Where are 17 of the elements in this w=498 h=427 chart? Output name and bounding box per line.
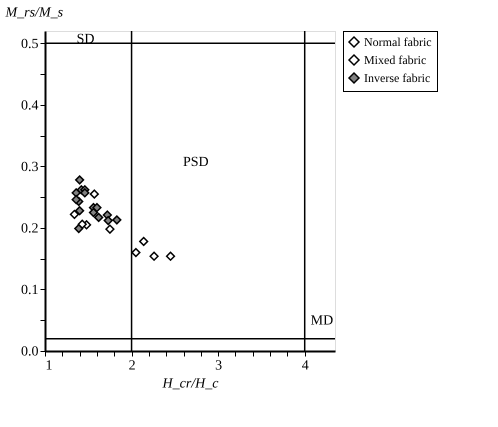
y-tick-label: 0.1 xyxy=(21,282,38,298)
x-tick-label: 4 xyxy=(302,358,309,374)
y-tick-label: 0.4 xyxy=(21,98,38,114)
x-tick-label: 3 xyxy=(215,358,222,374)
y-tick-label: 0.5 xyxy=(21,36,38,52)
legend-label: Normal fabric xyxy=(364,35,432,49)
x-tick-label: 1 xyxy=(46,358,52,374)
annotation: PSD xyxy=(182,155,209,170)
x-axis-title: H_cr/H_c xyxy=(162,376,220,392)
y-axis-title: M_rs/M_s xyxy=(4,6,64,20)
legend-label: Inverse fabric xyxy=(364,71,430,85)
y-tick-label: 0.2 xyxy=(21,221,38,236)
annotation: MD xyxy=(310,314,334,329)
y-tick-label: 0.3 xyxy=(21,160,38,175)
x-tick-label: 2 xyxy=(128,358,136,374)
y-tick-label: 0.0 xyxy=(21,344,38,360)
legend-label: Mixed fabric xyxy=(364,53,426,67)
